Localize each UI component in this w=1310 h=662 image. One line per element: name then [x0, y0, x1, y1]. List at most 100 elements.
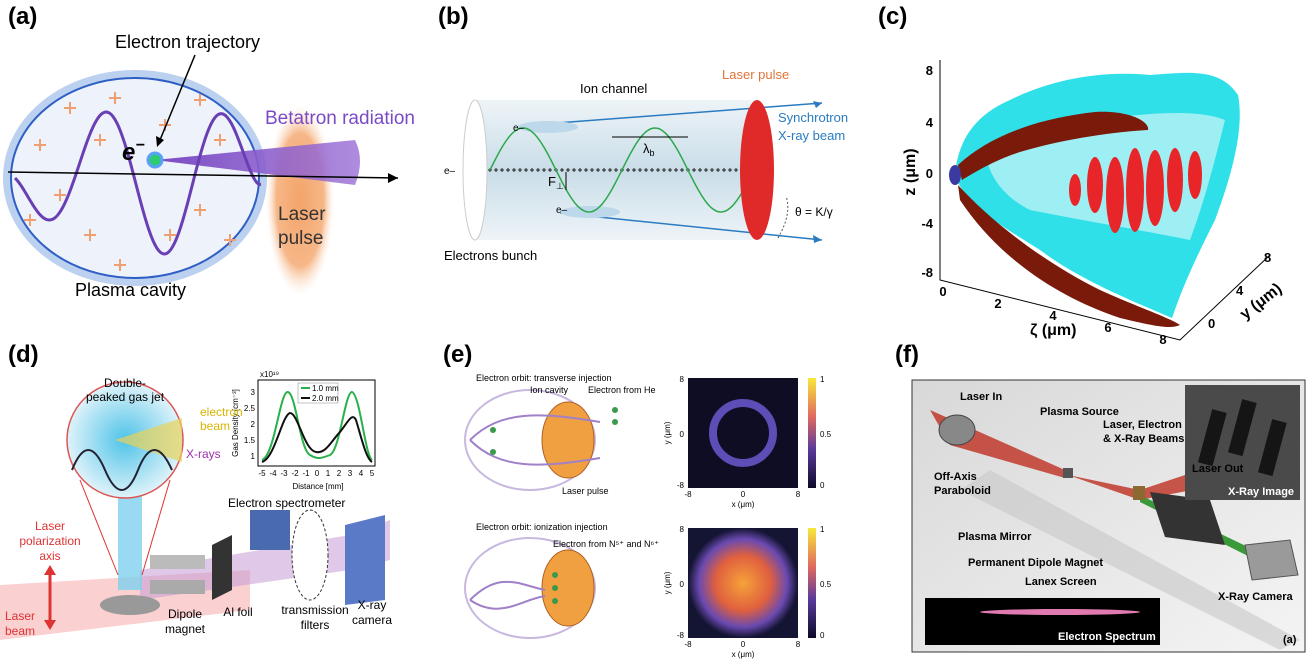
x-tick-label: -8	[684, 490, 692, 499]
electron-label: e–	[444, 166, 456, 177]
colorbar	[808, 528, 816, 638]
annotation: X-Ray Camera	[1218, 591, 1293, 603]
x-tick-label: 0	[315, 469, 320, 478]
annotation: Electron Spectrum	[1058, 631, 1156, 643]
y-tick-label: 8	[680, 375, 685, 384]
axis-label: y (μm)	[1237, 280, 1285, 323]
z-tick-label: 8	[926, 63, 933, 78]
legend-label: 1.0 mm	[312, 384, 339, 393]
magnet-top	[150, 555, 205, 569]
annotation: Paraboloid	[934, 485, 991, 497]
annotation: electron	[200, 405, 243, 419]
annotation: Off-Axis	[934, 471, 977, 483]
x-tick-label: 0	[741, 640, 746, 649]
y-tick-label: 2	[251, 420, 256, 429]
colorbar-tick-label: 0.5	[820, 430, 832, 439]
y-tick-label: 0	[1208, 316, 1215, 331]
bunch-tip	[949, 165, 961, 185]
laser-pulse-shape	[542, 550, 594, 626]
annotation: X-rays	[186, 447, 221, 461]
colorbar-tick-label: 1	[820, 525, 825, 534]
y-tick-label: 2.5	[244, 404, 256, 413]
angle-arc	[778, 196, 788, 238]
x-tick-label: -2	[291, 469, 299, 478]
charge: −	[135, 137, 144, 154]
magnet-bottom	[150, 580, 205, 594]
annotation: Electron from N⁵⁺ and N⁶⁺	[553, 539, 659, 549]
figure: (a) Electron trajectory e− Betatron radi…	[0, 0, 1310, 662]
annotation: Laser	[5, 609, 35, 623]
electron	[148, 153, 162, 167]
annotation: axis	[39, 549, 60, 563]
annotation: transmission	[281, 603, 348, 617]
axis-label: ζ (μm)	[1030, 322, 1076, 339]
symbol: e	[122, 139, 135, 166]
sub-label: (a)	[1283, 634, 1297, 646]
z-tick-label: 0	[926, 166, 933, 181]
orbit	[470, 582, 545, 609]
annotation: Laser	[278, 204, 326, 225]
annotation: Electron orbit: ionization injection	[476, 522, 608, 532]
annotation: Ion cavity	[530, 385, 569, 395]
y-tick-label: 8	[680, 525, 685, 534]
panel-label: (f)	[895, 341, 919, 368]
bunch-disc	[463, 100, 487, 240]
paraboloid	[939, 415, 975, 445]
x-tick-label: -3	[280, 469, 288, 478]
colorbar-tick-label: 1	[820, 375, 825, 384]
panel-label: (e)	[443, 341, 472, 368]
x-tick-label: 4	[359, 469, 364, 478]
annotation: Laser In	[960, 391, 1002, 403]
annotation: & X-Ray Beams	[1103, 433, 1184, 445]
plasma-mirror	[1133, 486, 1145, 500]
laser-pulse-shape	[542, 402, 594, 478]
annotation: Ion channel	[580, 81, 647, 96]
y-tick-label: 1	[251, 452, 256, 461]
x-tick-label: 2	[337, 469, 342, 478]
zeta-tick-label: 2	[994, 296, 1001, 311]
electron-cloud	[518, 121, 578, 133]
y-tick-label: -8	[677, 481, 685, 490]
nozzle-base	[100, 595, 160, 615]
axis-multiplier: x10¹⁹	[260, 370, 279, 379]
annotation: Electrons bunch	[444, 248, 537, 263]
image	[688, 378, 798, 488]
annotation: Laser pulse	[722, 67, 789, 82]
colorbar-tick-label: 0.5	[820, 580, 832, 589]
panel-b: (b) Ion channel Laser pulse Synchrotron …	[438, 3, 848, 263]
annotation: Double-	[104, 376, 146, 390]
annotation: Laser Out	[1192, 463, 1244, 475]
axis-label: y (μm)	[663, 571, 672, 594]
z-tick-label: -8	[921, 265, 933, 280]
laser-pulse-shape	[740, 100, 774, 240]
annotation: Synchrotron	[778, 110, 848, 125]
annotation: Plasma cavity	[75, 280, 186, 300]
colorbar	[808, 378, 816, 488]
panel-label: (c)	[878, 3, 907, 30]
annotation: Electron spectrometer	[228, 496, 345, 510]
x-tick-label: 5	[370, 469, 375, 478]
y-tick-label: 0	[680, 430, 685, 439]
z-tick-label: -4	[921, 216, 933, 231]
axis-label: x (μm)	[732, 650, 755, 659]
x-tick-label: 8	[796, 490, 801, 499]
subscript: ⊥	[556, 181, 564, 191]
y-tick-label: 8	[1264, 250, 1271, 265]
annotation: X-ray	[358, 598, 387, 612]
y-tick-label: 3	[251, 388, 256, 397]
x-tick-label: -8	[684, 640, 692, 649]
symbol: F	[548, 174, 556, 189]
panel-f: (f) Laser In Plasma Source Laser, Electr…	[895, 341, 1305, 652]
y-tick-label: 4	[1236, 283, 1244, 298]
annotation: X-Ray Image	[1228, 486, 1294, 498]
annotation: X-ray beam	[778, 128, 845, 143]
laser-pulse-shape	[266, 105, 334, 295]
x-tick-label: -1	[302, 469, 310, 478]
annotation: Betatron radiation	[265, 108, 415, 129]
y-tick-label: 0	[680, 580, 685, 589]
x-tick-label: 3	[348, 469, 353, 478]
annotation: Electron orbit: transverse injection	[476, 373, 612, 383]
images: 80-8-80810.50y (μm)x (μm)80-8-80810.50y …	[663, 375, 832, 659]
annotation: Laser pulse	[562, 486, 609, 496]
x-tick-label: 1	[326, 469, 331, 478]
